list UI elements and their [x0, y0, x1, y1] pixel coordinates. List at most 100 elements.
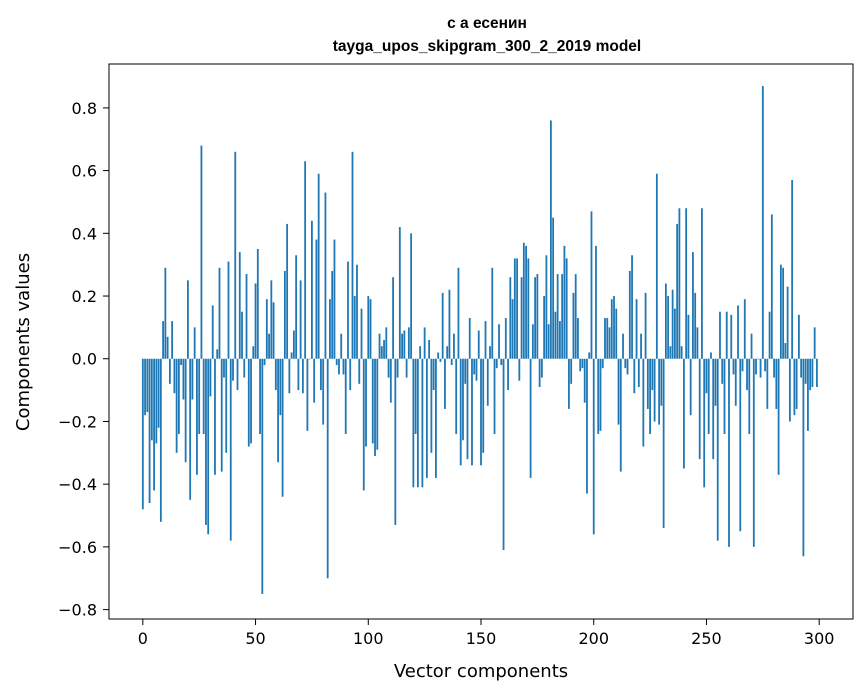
y-tick-label: −0.8: [58, 601, 97, 620]
bar: [595, 245, 597, 359]
bar: [608, 327, 611, 359]
bar: [500, 358, 503, 366]
bar: [290, 352, 293, 359]
bar: [297, 358, 300, 391]
bar: [448, 289, 451, 359]
bar: [628, 270, 631, 359]
bar: [205, 358, 207, 525]
bar: [177, 358, 180, 434]
bar: [270, 280, 273, 359]
bar: [793, 358, 796, 416]
bar: [329, 299, 331, 359]
bar: [782, 267, 785, 359]
bar: [338, 358, 340, 375]
bar: [570, 358, 573, 384]
bar: [509, 277, 512, 359]
bar: [631, 255, 633, 359]
y-axis-ticks: −0.8 −0.6 −0.4 −0.2 0.0 0.2 0.4 0.6 0.8: [58, 99, 109, 620]
bar: [159, 358, 162, 522]
bar: [308, 358, 311, 360]
bar: [225, 358, 228, 453]
bar: [441, 292, 444, 359]
bar: [671, 289, 674, 359]
bar: [498, 324, 500, 359]
bar: [777, 358, 780, 475]
chart-title: с а есенин: [447, 15, 527, 32]
bar: [538, 358, 541, 387]
bar: [653, 358, 656, 422]
bar: [507, 358, 509, 391]
bar: [198, 358, 201, 434]
bar: [811, 358, 814, 387]
bar: [545, 255, 548, 359]
bar: [710, 352, 712, 359]
x-axis-label: Vector components: [394, 661, 568, 682]
bar: [583, 358, 586, 403]
bar: [624, 358, 627, 369]
bar: [362, 358, 365, 491]
bar: [295, 255, 298, 359]
bar: [446, 346, 449, 359]
bar: [412, 358, 415, 488]
x-tick-label: 100: [353, 629, 384, 648]
bar: [450, 358, 453, 366]
bar: [759, 358, 762, 378]
bar: [705, 358, 708, 394]
bar: [482, 358, 485, 453]
bar: [193, 327, 196, 359]
bar: [281, 358, 284, 497]
bar: [734, 358, 737, 406]
bar: [484, 321, 487, 359]
bar: [367, 296, 370, 359]
bar: [752, 358, 755, 547]
bar: [462, 358, 464, 441]
bar: [263, 358, 266, 366]
bars-group: [141, 85, 818, 594]
bar: [252, 346, 255, 359]
bar: [692, 252, 694, 359]
bar: [259, 358, 261, 434]
bar: [662, 358, 665, 529]
bar: [716, 358, 719, 541]
bar: [322, 358, 325, 425]
bar: [613, 296, 615, 359]
bar: [466, 358, 469, 460]
bar: [383, 339, 385, 359]
bar: [549, 120, 552, 359]
bar: [184, 358, 187, 463]
bar: [464, 358, 467, 384]
bar: [685, 208, 688, 359]
bar: [349, 358, 352, 391]
bar: [304, 161, 307, 359]
bar: [153, 358, 155, 491]
bar: [387, 358, 390, 378]
bar: [353, 296, 356, 359]
bar: [635, 299, 638, 359]
bar: [513, 258, 516, 359]
bar: [581, 358, 584, 369]
bar: [761, 85, 764, 359]
bar: [374, 358, 376, 456]
bar: [646, 358, 649, 409]
bar: [229, 358, 232, 541]
x-tick-label: 200: [578, 629, 609, 648]
bar: [694, 292, 697, 359]
bar: [732, 358, 735, 375]
y-tick-label: −0.6: [58, 538, 97, 557]
bar: [577, 317, 579, 359]
bar: [683, 358, 685, 469]
bar: [529, 358, 532, 478]
bar: [173, 358, 176, 394]
bar: [701, 208, 703, 359]
bar: [410, 233, 413, 359]
y-tick-label: 0.2: [72, 287, 97, 306]
bar: [565, 258, 568, 359]
bar: [739, 358, 742, 532]
bar: [493, 358, 496, 434]
bar: [155, 358, 158, 444]
bar: [644, 292, 647, 359]
bar: [326, 358, 329, 579]
bar: [292, 330, 295, 359]
bar: [182, 358, 185, 400]
bar: [599, 358, 602, 431]
